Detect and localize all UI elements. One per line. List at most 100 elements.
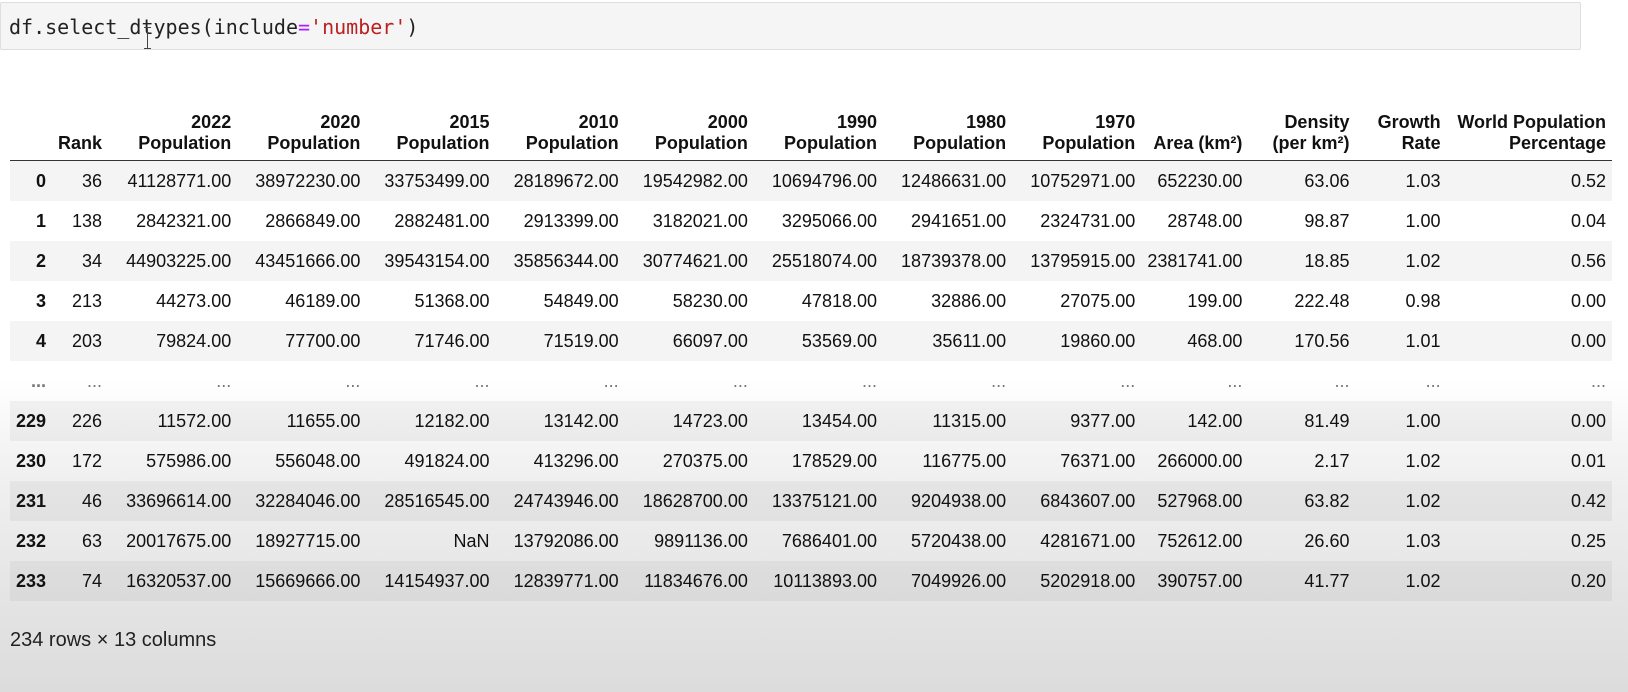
table-cell: 3182021.00 — [652, 210, 748, 231]
table-cell: 98.87 — [1304, 210, 1350, 231]
row-index: 232 — [16, 530, 47, 551]
table-cell: 6843607.00 — [1040, 490, 1136, 511]
column-header: 1970 Population — [1012, 84, 1142, 161]
table-cell: 53569.00 — [801, 330, 877, 351]
table-cell: 0.00 — [1570, 290, 1606, 311]
table-cell: 66097.00 — [672, 330, 748, 351]
table-cell: 32284046.00 — [255, 490, 361, 511]
table-cell: 266000.00 — [1157, 450, 1243, 471]
table-row: 231 46 33696614.00 32284046.00 28516545.00 24… — [10, 481, 1612, 521]
table-cell: 2913399.00 — [523, 210, 619, 231]
row-index: 2 — [36, 250, 47, 271]
table-cell: 0.04 — [1570, 210, 1606, 231]
table-cell: 527968.00 — [1157, 490, 1243, 511]
table-cell: 222.48 — [1294, 290, 1350, 311]
column-header: 2020 Population — [237, 84, 367, 161]
table-cell: ... — [603, 370, 619, 391]
table-cell: 46189.00 — [285, 290, 361, 311]
table-cell: 33696614.00 — [126, 490, 232, 511]
column-header: 2000 Population — [624, 84, 754, 161]
table-cell: 24743946.00 — [513, 490, 619, 511]
row-index: 233 — [16, 570, 47, 591]
table-cell: 15669666.00 — [255, 570, 361, 591]
table-cell: 270375.00 — [662, 450, 748, 471]
index-header — [10, 84, 53, 161]
table-cell: ... — [87, 370, 103, 391]
table-cell: 0.01 — [1570, 450, 1606, 471]
table-cell: 11834676.00 — [644, 570, 748, 591]
table-cell: 28516545.00 — [384, 490, 490, 511]
table-cell: 199.00 — [1187, 290, 1243, 311]
table-row: 230 172 575986.00 556048.00 491824.00 413296.… — [10, 441, 1612, 481]
row-index: 229 — [16, 410, 47, 431]
table-cell: ... — [1334, 370, 1350, 391]
table-cell: 390757.00 — [1157, 570, 1243, 591]
table-cell: 12182.00 — [414, 410, 490, 431]
table-cell: 16320537.00 — [126, 570, 232, 591]
table-cell: 170.56 — [1294, 330, 1350, 351]
table-cell: 1.00 — [1405, 210, 1441, 231]
table-cell: 752612.00 — [1157, 530, 1243, 551]
table-cell: 63.82 — [1304, 490, 1350, 511]
table-cell: 11572.00 — [157, 410, 232, 431]
table-cell: ... — [345, 370, 361, 391]
table-cell: 556048.00 — [275, 450, 361, 471]
table-cell: 2324731.00 — [1040, 210, 1136, 231]
ellipsis-row: ........................................… — [10, 361, 1612, 401]
row-index: 4 — [36, 330, 47, 351]
table-cell: 12839771.00 — [513, 570, 619, 591]
table-cell: 19542982.00 — [642, 170, 748, 191]
table-cell: 20017675.00 — [126, 530, 232, 551]
table-cell: 1.02 — [1405, 450, 1441, 471]
table-cell: 1.03 — [1405, 530, 1441, 551]
row-index: 230 — [16, 450, 47, 471]
table-body: 0 36 41128771.00 38972230.00 33753499.00 2818… — [10, 160, 1612, 601]
column-header: Growth Rate — [1355, 84, 1447, 161]
table-cell: 0.56 — [1570, 250, 1606, 271]
table-cell: 1.03 — [1405, 170, 1441, 191]
table-cell: 491824.00 — [404, 450, 490, 471]
table-cell: 44903225.00 — [126, 250, 232, 271]
table-cell: 36 — [82, 170, 103, 191]
table-cell: 138 — [72, 210, 103, 231]
table-cell: 26.60 — [1304, 530, 1350, 551]
row-index: 231 — [16, 490, 47, 511]
table-cell: 13795915.00 — [1030, 250, 1136, 271]
table-cell: 13142.00 — [543, 410, 619, 431]
table-cell: 1.02 — [1405, 490, 1441, 511]
table-cell: 10752971.00 — [1030, 170, 1136, 191]
table-cell: 14723.00 — [672, 410, 748, 431]
table-cell: 0.52 — [1570, 170, 1606, 191]
table-cell: 413296.00 — [533, 450, 619, 471]
table-cell: 1.02 — [1405, 250, 1441, 271]
table-cell: 142.00 — [1187, 410, 1243, 431]
table-cell: 468.00 — [1187, 330, 1243, 351]
table-cell: 1.00 — [1405, 410, 1441, 431]
table-row: 3 213 44273.00 46189.00 51368.00 54849.00 5823… — [10, 281, 1612, 321]
table-cell: 1.01 — [1405, 330, 1441, 351]
table-row: 232 63 20017675.00 18927715.00 NaN 13792086.0… — [10, 521, 1612, 561]
table-cell: 43451666.00 — [255, 250, 361, 271]
row-index: 0 — [36, 170, 47, 191]
column-header: Density (per km²) — [1248, 84, 1356, 161]
table-cell: 13375121.00 — [771, 490, 877, 511]
table-cell: 7049926.00 — [911, 570, 1007, 591]
column-header: World Population Percentage — [1446, 84, 1612, 161]
table-cell: 2866849.00 — [265, 210, 361, 231]
table-cell: 0.20 — [1570, 570, 1606, 591]
table-cell: 2842321.00 — [136, 210, 232, 231]
column-header: 2010 Population — [495, 84, 625, 161]
table-cell: 18.85 — [1304, 250, 1350, 271]
table-cell: 63.06 — [1304, 170, 1350, 191]
table-cell: 213 — [72, 290, 103, 311]
table-cell: 28189672.00 — [513, 170, 619, 191]
row-index: 1 — [36, 210, 47, 231]
table-cell: 0.25 — [1570, 530, 1606, 551]
table-cell: 34 — [82, 250, 103, 271]
table-cell: 18739378.00 — [901, 250, 1007, 271]
table-row: 233 74 16320537.00 15669666.00 14154937.00 12… — [10, 561, 1612, 601]
code-cell[interactable]: df.select_dtypes(include='number') — [0, 2, 1581, 50]
table-cell: 575986.00 — [146, 450, 232, 471]
code-line[interactable]: df.select_dtypes(include='number') — [9, 15, 418, 39]
table-cell: 79824.00 — [156, 330, 232, 351]
